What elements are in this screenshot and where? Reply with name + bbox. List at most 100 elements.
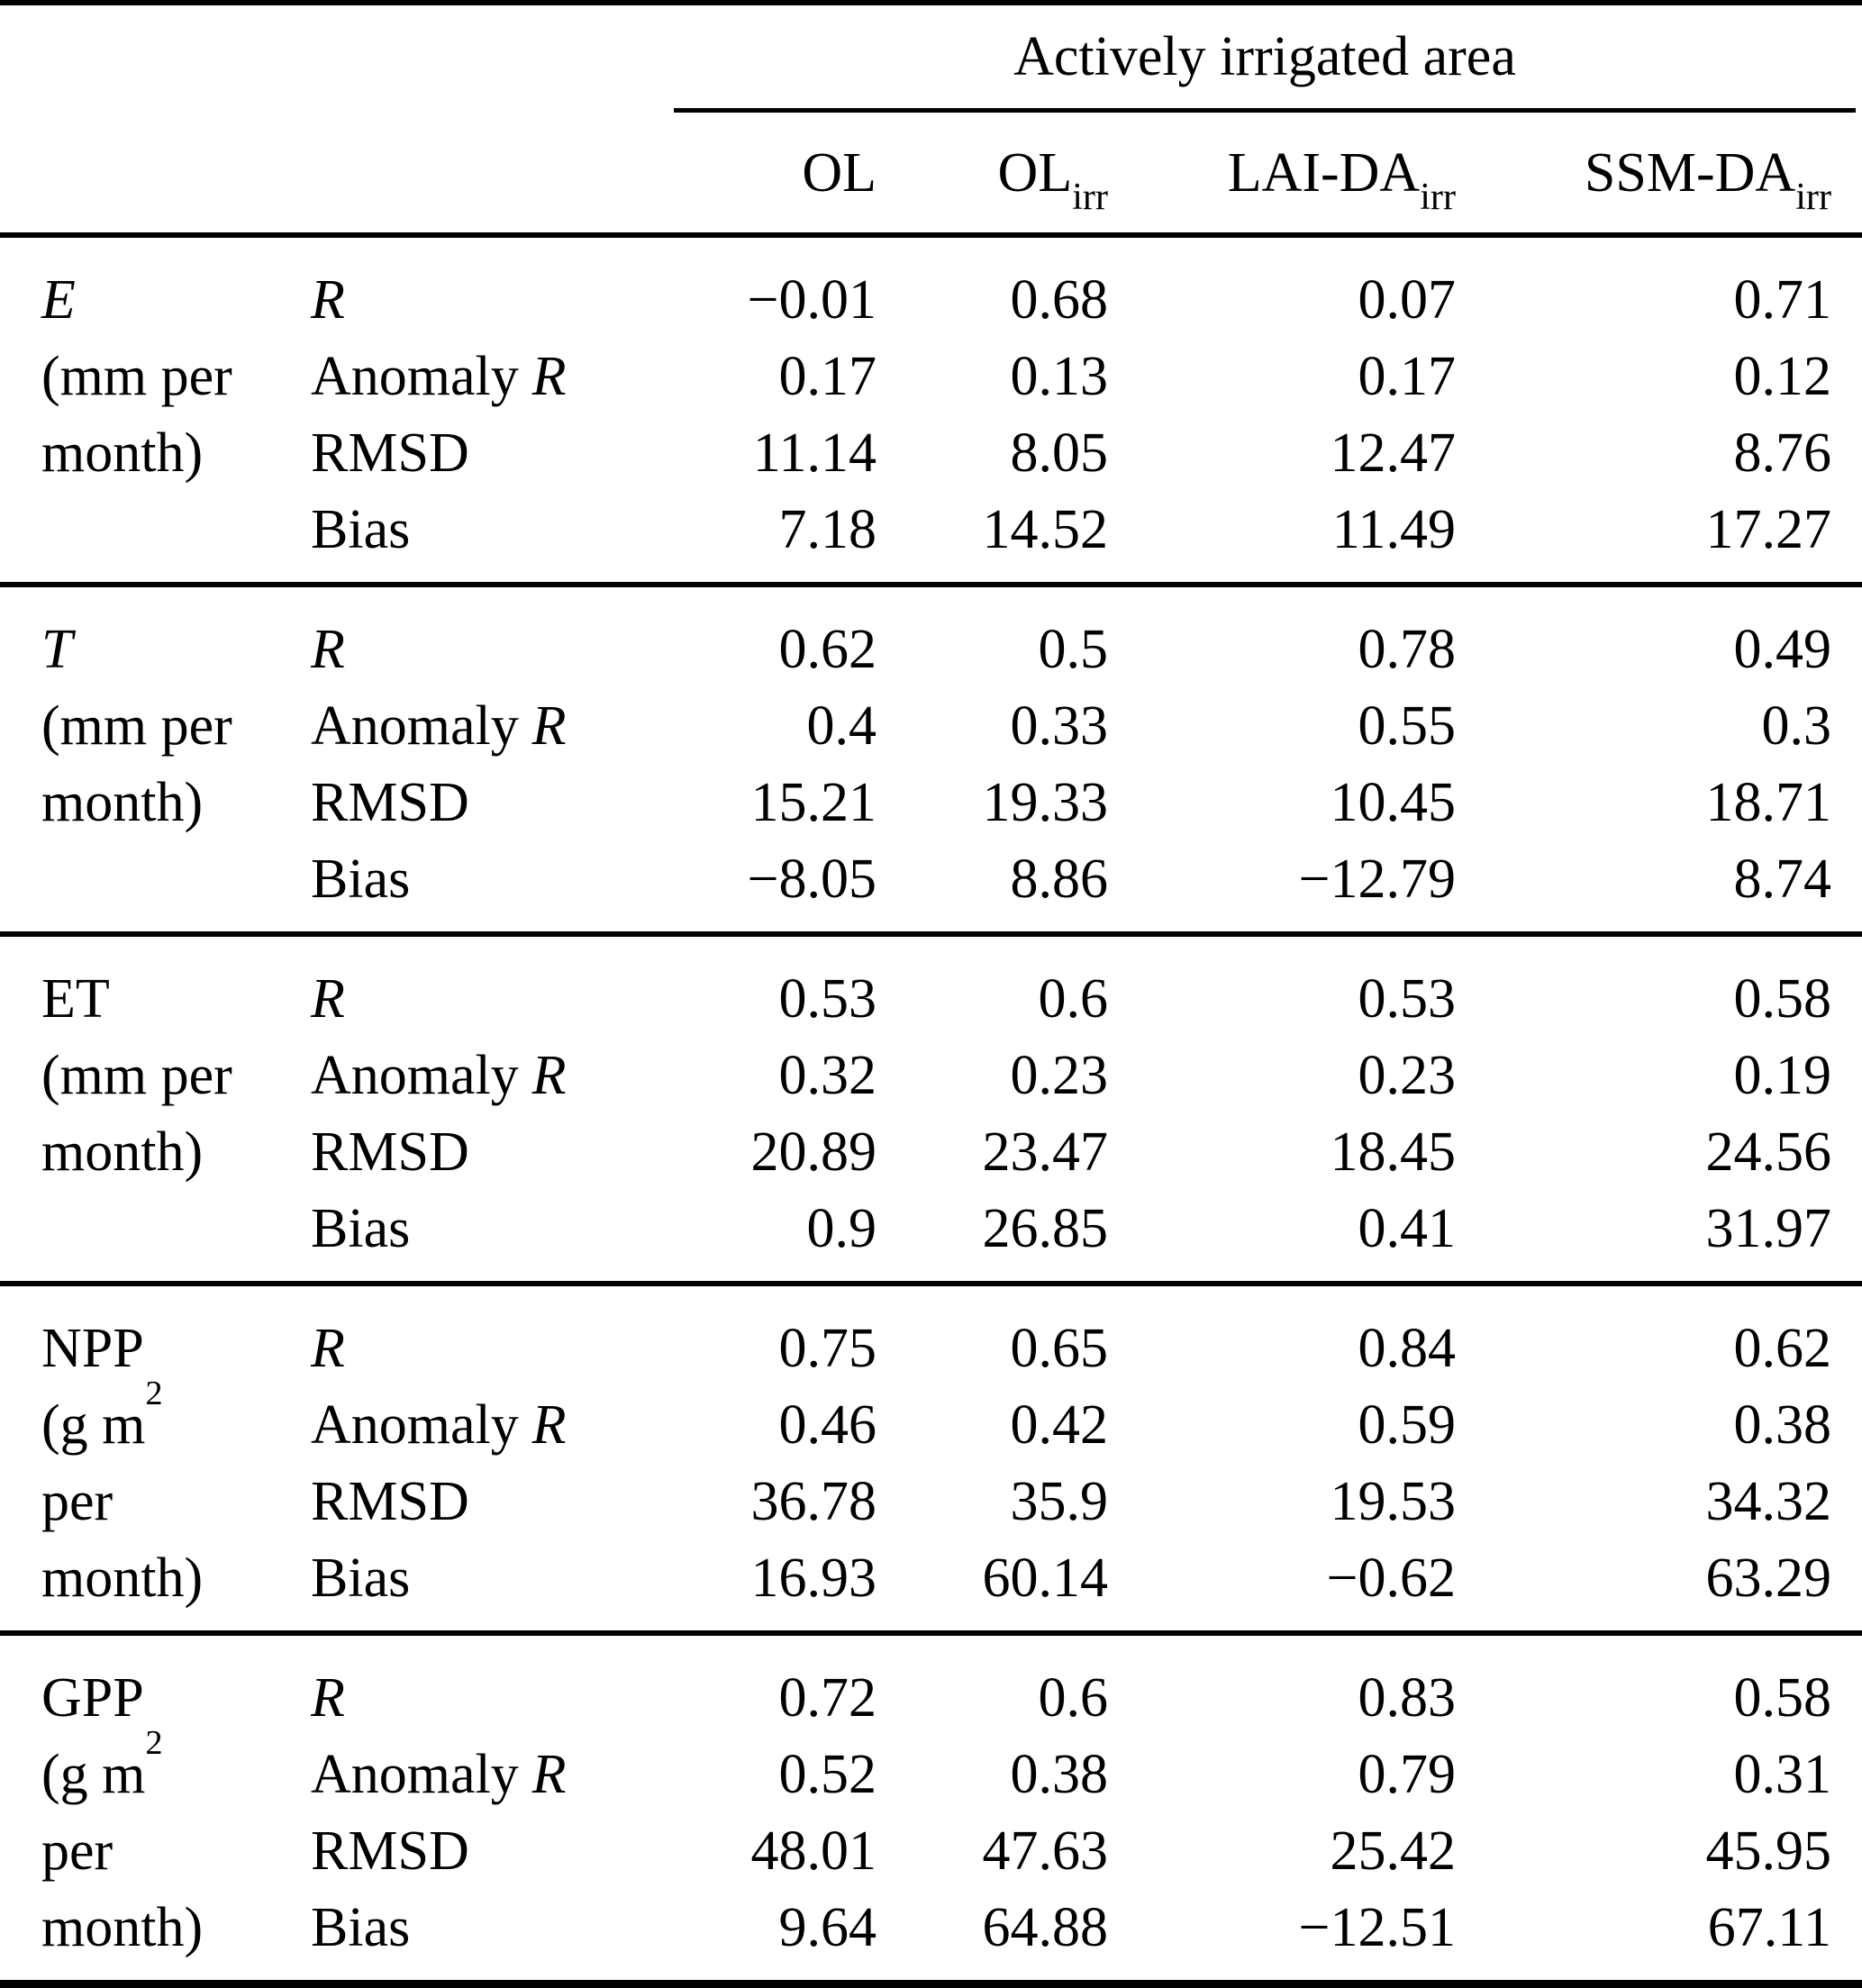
value-cell: 0.62 [1733, 1317, 1832, 1379]
metric-label: R [311, 967, 345, 1030]
value-cell: 18.71 [1705, 771, 1832, 833]
row-label: (mm per [41, 345, 232, 407]
value-cell: 0.78 [1358, 618, 1457, 680]
value-cell: 0.46 [778, 1393, 877, 1456]
metric-label: R [311, 618, 345, 680]
value-cell: 8.74 [1733, 848, 1832, 910]
value-cell: 24.56 [1705, 1121, 1832, 1183]
group-npp: NPP R 0.75 0.65 0.84 0.62 (g m2 Anomaly R… [0, 1286, 1862, 1630]
group-et: ET R 0.53 0.6 0.53 0.58 (mm per Anomaly R… [0, 937, 1862, 1281]
value-cell: 0.6 [1038, 967, 1109, 1030]
value-cell: −12.79 [1298, 848, 1456, 910]
value-cell: 0.49 [1733, 618, 1832, 680]
value-cell: 0.38 [1733, 1393, 1832, 1456]
value-cell: 0.79 [1358, 1743, 1457, 1805]
value-cell: 0.52 [778, 1743, 877, 1805]
value-cell: 0.32 [778, 1044, 877, 1106]
row-label: (mm per [41, 1044, 232, 1106]
metric-label: R [311, 1666, 345, 1729]
metric-label: Anomaly R [311, 1743, 567, 1805]
group-e: E R −0.01 0.68 0.07 0.71 (mm per Anomaly… [0, 238, 1862, 582]
row-label: NPP [41, 1317, 144, 1379]
value-cell: 0.83 [1358, 1666, 1457, 1729]
value-cell: 8.05 [1010, 422, 1109, 484]
value-cell: 0.55 [1358, 694, 1457, 757]
value-cell: 0.19 [1733, 1044, 1832, 1106]
value-cell: 45.95 [1705, 1820, 1832, 1882]
value-cell: 11.49 [1331, 498, 1456, 560]
value-cell: 0.23 [1358, 1044, 1457, 1106]
value-cell: 0.41 [1358, 1197, 1457, 1259]
row-label: month) [41, 422, 204, 484]
metric-label: Anomaly R [311, 694, 567, 757]
value-cell: −12.51 [1298, 1896, 1456, 1958]
value-cell: 60.14 [982, 1547, 1109, 1609]
metric-label: Bias [311, 848, 411, 910]
value-cell: 0.12 [1733, 345, 1832, 407]
value-cell: −8.05 [747, 848, 877, 910]
value-cell: 0.65 [1010, 1317, 1109, 1379]
metric-label: RMSD [311, 422, 469, 484]
row-label: month) [41, 1896, 204, 1958]
value-cell: 9.64 [778, 1896, 877, 1958]
value-cell: 0.58 [1733, 1666, 1832, 1729]
metric-label: Bias [311, 1896, 411, 1958]
value-cell: 0.68 [1010, 268, 1109, 331]
value-cell: 67.11 [1707, 1896, 1831, 1958]
metric-label: Bias [311, 498, 411, 560]
section-divider [0, 1281, 1862, 1286]
value-cell: 19.53 [1330, 1470, 1457, 1532]
value-cell: −0.62 [1326, 1547, 1456, 1609]
row-label: (g m2 [41, 1374, 163, 1456]
top-rule [0, 0, 1862, 5]
metric-label: R [311, 268, 345, 331]
section-divider [0, 582, 1862, 587]
metric-label: Bias [311, 1197, 411, 1259]
value-cell: 0.3 [1761, 694, 1832, 757]
row-label: E [41, 268, 76, 331]
section-divider [0, 232, 1862, 238]
row-label: month) [41, 771, 204, 833]
value-cell: 12.47 [1330, 422, 1457, 484]
group-gpp: GPP R 0.72 0.6 0.83 0.58 (g m2 Anomaly R … [0, 1636, 1862, 1980]
metric-label: Anomaly R [311, 1393, 567, 1456]
value-cell: 11.14 [752, 422, 877, 484]
span-header-label: Actively irrigated area [1013, 26, 1516, 87]
value-cell: 10.45 [1330, 771, 1457, 833]
row-label: month) [41, 1121, 204, 1183]
column-header-ol-irr: OLirr [997, 141, 1108, 219]
metric-label: RMSD [311, 1121, 469, 1183]
metric-label: RMSD [311, 771, 469, 833]
value-cell: 8.86 [1010, 848, 1109, 910]
value-cell: 0.72 [778, 1666, 877, 1729]
section-divider [0, 931, 1862, 937]
value-cell: 18.45 [1330, 1121, 1457, 1183]
value-cell: 0.58 [1733, 967, 1832, 1030]
value-cell: 7.18 [778, 498, 877, 560]
value-cell: 48.01 [750, 1820, 877, 1882]
value-cell: 0.53 [1358, 967, 1457, 1030]
row-label: GPP [41, 1666, 144, 1729]
value-cell: 17.27 [1705, 498, 1832, 560]
row-label: per [41, 1470, 114, 1532]
row-label: month) [41, 1547, 204, 1609]
value-cell: 47.63 [982, 1820, 1109, 1882]
value-cell: 0.23 [1010, 1044, 1109, 1106]
value-cell: 0.6 [1038, 1666, 1109, 1729]
value-cell: 26.85 [982, 1197, 1109, 1259]
value-cell: 0.31 [1733, 1743, 1832, 1805]
row-label: T [41, 618, 73, 680]
value-cell: 0.53 [778, 967, 877, 1030]
value-cell: 0.13 [1010, 345, 1109, 407]
column-header-lai-da-irr: LAI-DAirr [1227, 141, 1456, 219]
metric-label: Bias [311, 1547, 411, 1609]
value-cell: 63.29 [1705, 1547, 1832, 1609]
metric-label: Anomaly R [311, 345, 567, 407]
value-cell: 20.89 [750, 1121, 877, 1183]
group-t: T R 0.62 0.5 0.78 0.49 (mm per Anomaly R … [0, 587, 1862, 931]
value-cell: 34.32 [1705, 1470, 1832, 1532]
value-cell: 36.78 [750, 1470, 877, 1532]
metric-label: RMSD [311, 1470, 469, 1532]
value-cell: 25.42 [1330, 1820, 1457, 1882]
